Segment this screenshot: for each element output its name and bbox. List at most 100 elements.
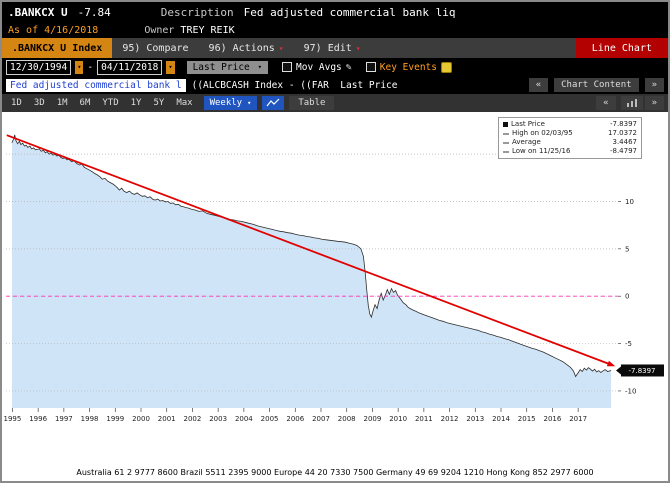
key-events-checkbox[interactable] <box>365 62 376 72</box>
legend-row: High on 02/03/95 17.0372 <box>503 129 637 138</box>
menubar-spacer <box>371 38 576 58</box>
chart-content-button[interactable]: Chart Content <box>554 78 639 92</box>
period-buttons: 1D 3D 1M 6M YTD 1Y 5Y Max <box>6 96 198 110</box>
key-events-label: Key Events <box>379 61 437 73</box>
actions-label: 96) Actions <box>208 42 275 54</box>
x-axis-label: 1996 <box>29 415 47 423</box>
menu-bar: .BANKCX U Index 95) Compare 96) Actions … <box>2 38 668 58</box>
price-area-fill <box>11 134 612 409</box>
chart-grid-button[interactable] <box>620 96 643 110</box>
security-field[interactable]: Fed adjusted commercial bank l <box>6 78 186 92</box>
chart-next-button[interactable]: » <box>644 96 664 110</box>
price-chart-svg[interactable]: 151050-5-1019951996199719981999200020012… <box>2 112 668 443</box>
table-button[interactable]: Table <box>289 96 335 110</box>
legend-row: Average 3.4467 <box>503 138 637 147</box>
period-button-ytd[interactable]: YTD <box>102 98 119 108</box>
date-to-dropdown-icon[interactable]: ▾ <box>166 60 175 74</box>
last-price-tag <box>621 364 664 377</box>
price-field-dropdown[interactable]: Last Price ▾ <box>186 60 268 74</box>
actions-menu[interactable]: 96) Actions ▾ <box>199 38 294 58</box>
key-events-icon[interactable] <box>441 61 452 73</box>
x-axis-label: 2011 <box>415 415 433 423</box>
description-value: Fed adjusted commercial bank liq <box>243 5 456 19</box>
legend-row: Low on 11/25/16 -8.4797 <box>503 147 637 156</box>
footer-line1: Australia 61 2 9777 8600 Brazil 5511 239… <box>76 468 594 477</box>
x-axis-label: 2001 <box>158 415 176 423</box>
y-axis-label: -5 <box>625 340 632 348</box>
x-axis-label: 2013 <box>466 415 484 423</box>
chart-toolbar: 1D 3D 1M 6M YTD 1Y 5Y Max Weekly ▾ Table « » <box>2 94 668 112</box>
x-axis-label: 2000 <box>132 415 150 423</box>
x-axis-label: 2003 <box>209 415 227 423</box>
date-range-dash: - <box>87 61 94 73</box>
date-from-dropdown-icon[interactable]: ▾ <box>75 60 84 74</box>
date-to-input[interactable]: 04/11/2018 <box>97 59 163 75</box>
line-chart-mode-button[interactable] <box>262 96 285 110</box>
chart-legend: Last Price -7.8397 High on 02/03/95 17.0372… <box>498 117 642 159</box>
legend-marker-icon <box>503 122 508 127</box>
formula-row: Fed adjusted commercial bank l ((ALCBCAS… <box>2 76 668 94</box>
panel-prev-button[interactable]: « <box>528 78 549 92</box>
period-button-1y[interactable]: 1Y <box>130 98 142 108</box>
header-row: .BANKCX U -7.84 Description Fed adjusted… <box>2 2 668 22</box>
x-axis-label: 2016 <box>544 415 562 423</box>
x-axis-label: 2017 <box>569 415 587 423</box>
subheader-row: As of 4/16/2018 Owner TREY REIK <box>2 22 668 38</box>
period-button-5y[interactable]: 5Y <box>153 98 165 108</box>
last-price-tag-label: -7.8397 <box>628 367 655 375</box>
x-axis-label: 2015 <box>518 415 536 423</box>
x-axis-label: 2005 <box>261 415 279 423</box>
mov-avgs-label: Mov Avgs <box>296 61 342 73</box>
tab-index[interactable]: .BANKCX U Index <box>2 38 113 58</box>
description-label: Description <box>160 5 234 19</box>
trend-arrow-icon <box>606 360 616 367</box>
as-of-date: As of 4/16/2018 <box>8 24 99 36</box>
legend-row: Last Price -7.8397 <box>503 120 637 129</box>
pencil-icon[interactable]: ✎ <box>345 61 352 73</box>
legend-rows: Last Price -7.8397 High on 02/03/95 17.0372… <box>503 120 637 156</box>
edit-label: 97) Edit <box>303 42 352 54</box>
mov-avgs-checkbox[interactable] <box>282 62 292 72</box>
owner-value: TREY REIK <box>180 24 235 36</box>
formula-text: ((ALCBCASH Index - ((FAR Last Price <box>191 79 398 91</box>
y-axis-label: -10 <box>625 387 636 395</box>
period-button-3d[interactable]: 3D <box>33 98 45 108</box>
y-axis-label: 10 <box>625 198 634 206</box>
panel-next-button[interactable]: » <box>644 78 664 92</box>
trend-line <box>6 134 612 366</box>
period-button-1d[interactable]: 1D <box>11 98 22 108</box>
chart-prev-button[interactable]: « <box>596 96 616 110</box>
legend-marker-icon <box>503 150 509 153</box>
legend-marker-icon <box>503 132 509 135</box>
legend-marker-icon <box>503 141 509 144</box>
date-from-input[interactable]: 12/30/1994 <box>6 59 72 75</box>
line-chart-icon <box>266 98 280 107</box>
x-axis-label: 2002 <box>184 415 202 423</box>
period-button-max[interactable]: Max <box>176 98 193 108</box>
price-field-label: Last Price <box>192 61 250 73</box>
x-axis-label: 1995 <box>4 415 22 423</box>
price-line <box>11 134 612 378</box>
period-button-1m[interactable]: 1M <box>56 98 68 108</box>
chart-type-title: Line Chart <box>575 38 668 58</box>
x-axis-label: 2008 <box>338 415 356 423</box>
footer: Australia 61 2 9777 8600 Brazil 5511 239… <box>2 443 668 481</box>
y-axis-label: 0 <box>625 293 629 301</box>
controls-row: 12/30/1994 ▾ - 04/11/2018 ▾ Last Price ▾… <box>2 58 668 76</box>
period-button-6m[interactable]: 6M <box>79 98 91 108</box>
frequency-dropdown[interactable]: Weekly ▾ <box>203 96 258 110</box>
chart-area: 151050-5-1019951996199719981999200020012… <box>2 112 668 443</box>
x-axis-label: 2010 <box>389 415 407 423</box>
edit-menu[interactable]: 97) Edit ▾ <box>294 38 371 58</box>
x-axis-label: 1998 <box>81 415 99 423</box>
caret-down-icon: ▾ <box>278 43 284 53</box>
compare-menu[interactable]: 95) Compare <box>122 42 189 54</box>
y-axis-label: 5 <box>625 245 629 253</box>
caret-down-icon: ▾ <box>247 99 252 107</box>
caret-down-icon: ▾ <box>355 43 361 53</box>
x-axis-label: 1997 <box>55 415 73 423</box>
mini-chart-icon <box>626 99 637 107</box>
ticker-symbol: .BANKCX U <box>8 5 68 19</box>
owner-label: Owner <box>144 24 175 36</box>
